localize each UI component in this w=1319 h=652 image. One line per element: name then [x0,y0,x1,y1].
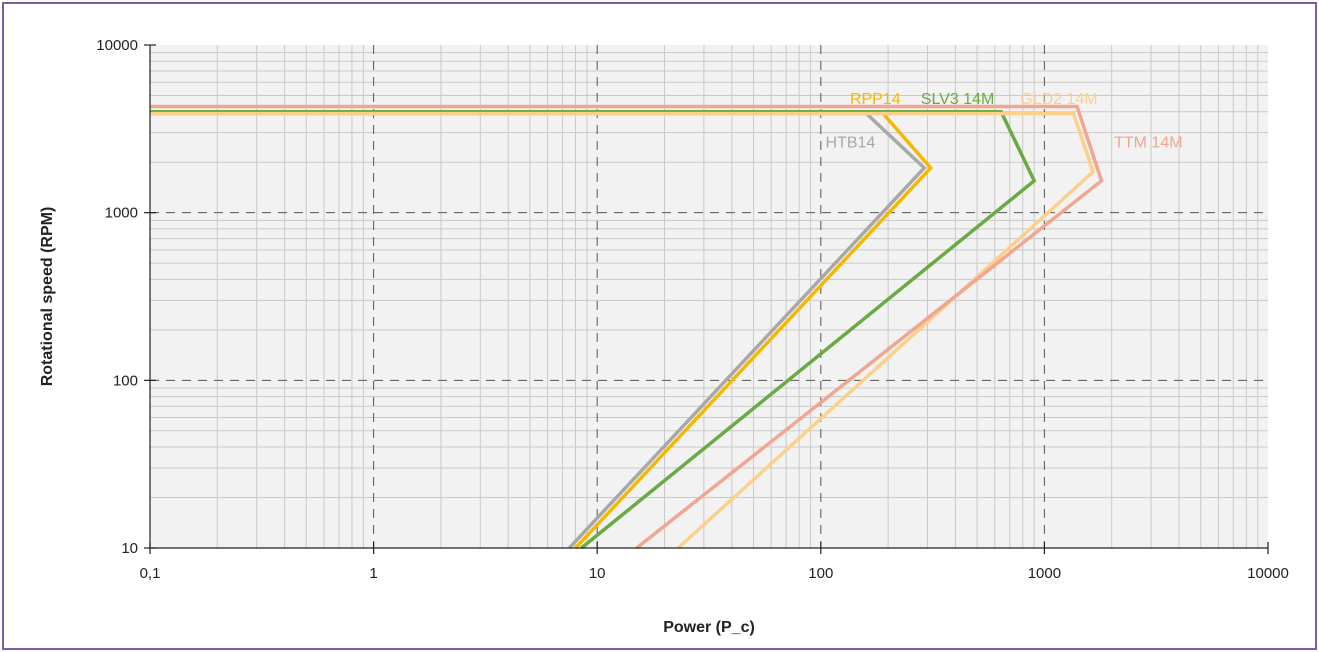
series-label-ttm-14m: TTM 14M [1114,134,1182,151]
series-label-slv3-14m: SLV3 14M [921,91,995,108]
series-line-ttm-14m [150,104,1104,550]
series-line-gld2-14m [150,111,1096,550]
y-tick-label: 1000 [105,205,138,222]
series-label-gld2-14m: GLD2 14M [1020,91,1097,108]
x-tick-label: 100 [808,565,833,582]
minor-grid [150,45,1268,548]
y-tick-label: 10000 [96,37,138,54]
plot-area [150,45,1268,548]
y-tick-label: 10 [121,540,138,557]
x-tick-labels: 0,1 1 10 100 1000 10000 [140,565,1289,582]
x-tick-label: 10 [589,565,606,582]
y-tick-labels: 10 100 1000 10000 [96,37,138,557]
series-labels: HTB14 RPP14 SLV3 14M GLD2 14M TTM 14M [826,91,1183,151]
x-tick-label: 1000 [1028,565,1061,582]
series-label-htb14: HTB14 [826,134,876,151]
x-tick-label: 10000 [1247,565,1289,582]
axes [144,44,1269,554]
series-line-slv3-14m [150,109,1037,550]
x-tick-label: 0,1 [140,565,161,582]
x-tick-label: 1 [369,565,377,582]
series-label-rpp14: RPP14 [850,91,901,108]
y-tick-label: 100 [113,372,138,389]
major-grid [150,45,1268,548]
x-axis-title: Power (P_c) [663,619,755,636]
y-axis-title: Rotational speed (RPM) [39,207,56,387]
series-lines [150,104,1104,550]
